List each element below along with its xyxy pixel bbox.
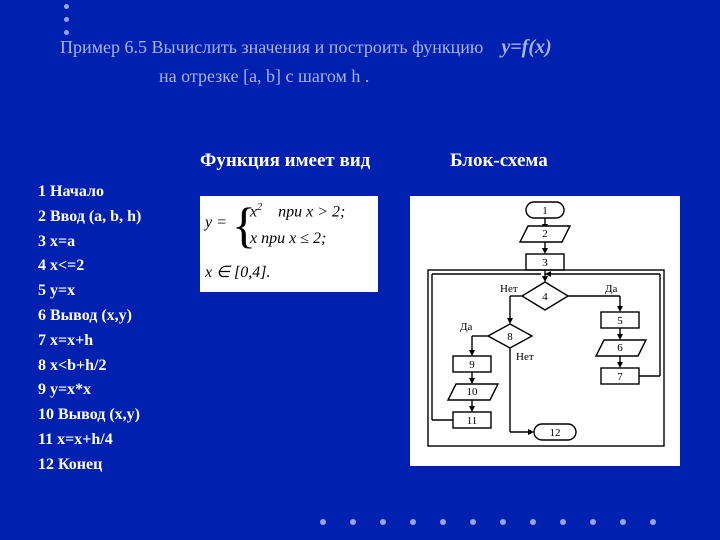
label-no-down: Нет bbox=[516, 351, 534, 363]
title-fx: y=f(x) bbox=[501, 36, 551, 58]
step-11: 11 x=x+h/4 bbox=[38, 428, 141, 453]
svg-text:2: 2 bbox=[542, 228, 548, 240]
step-9: 9 y=x*x bbox=[38, 378, 141, 403]
algorithm-steps: 1 Начало 2 Ввод (a, b, h) 3 x=a 4 x<=2 5… bbox=[38, 180, 141, 478]
step-10: 10 Вывод (x,y) bbox=[38, 403, 141, 428]
svg-text:11: 11 bbox=[467, 415, 478, 427]
svg-text:10: 10 bbox=[467, 386, 479, 398]
formula-yeq: y = bbox=[205, 214, 227, 232]
title-line2: на отрезке [a, b] с шагом h . bbox=[159, 66, 369, 86]
decorative-dots-bottom bbox=[320, 512, 680, 530]
formula-row1: x2 при x > 2; bbox=[250, 202, 345, 221]
svg-text:4: 4 bbox=[542, 291, 548, 303]
label-yes-left: Да bbox=[460, 321, 473, 333]
svg-text:8: 8 bbox=[507, 331, 513, 343]
svg-text:1: 1 bbox=[542, 205, 548, 217]
subhead-function: Функция имеет вид bbox=[200, 150, 370, 172]
svg-text:5: 5 bbox=[617, 315, 623, 327]
flowchart-svg: 1 2 3 4 Да Нет bbox=[410, 196, 680, 466]
step-3: 3 x=a bbox=[38, 230, 141, 255]
step-7: 7 x=x+h bbox=[38, 329, 141, 354]
step-2: 2 Ввод (a, b, h) bbox=[38, 205, 141, 230]
title-line1: Пример 6.5 Вычислить значения и построит… bbox=[60, 37, 483, 57]
step-1: 1 Начало bbox=[38, 180, 141, 205]
label-yes-right: Да bbox=[605, 283, 618, 295]
formula-row3: x ∈ [0,4]. bbox=[205, 262, 271, 282]
step-8: 8 x<b+h/2 bbox=[38, 354, 141, 379]
svg-text:9: 9 bbox=[469, 359, 475, 371]
flowchart: 1 2 3 4 Да Нет bbox=[410, 196, 680, 466]
step-5: 5 y=x bbox=[38, 279, 141, 304]
label-no-left: Нет bbox=[500, 283, 518, 295]
title-block: Пример 6.5 Вычислить значения и построит… bbox=[60, 32, 680, 91]
step-4: 4 x<=2 bbox=[38, 254, 141, 279]
svg-text:3: 3 bbox=[542, 257, 548, 269]
svg-text:7: 7 bbox=[617, 371, 623, 383]
subhead-blockscheme: Блок-схема bbox=[450, 150, 548, 172]
step-12: 12 Конец bbox=[38, 453, 141, 478]
formula-box: y = { x2 при x > 2; x при x ≤ 2; x ∈ [0,… bbox=[200, 196, 378, 292]
svg-text:12: 12 bbox=[550, 427, 561, 439]
formula-row2: x при x ≤ 2; bbox=[250, 230, 326, 248]
svg-text:6: 6 bbox=[617, 342, 623, 354]
step-6: 6 Вывод (x,y) bbox=[38, 304, 141, 329]
